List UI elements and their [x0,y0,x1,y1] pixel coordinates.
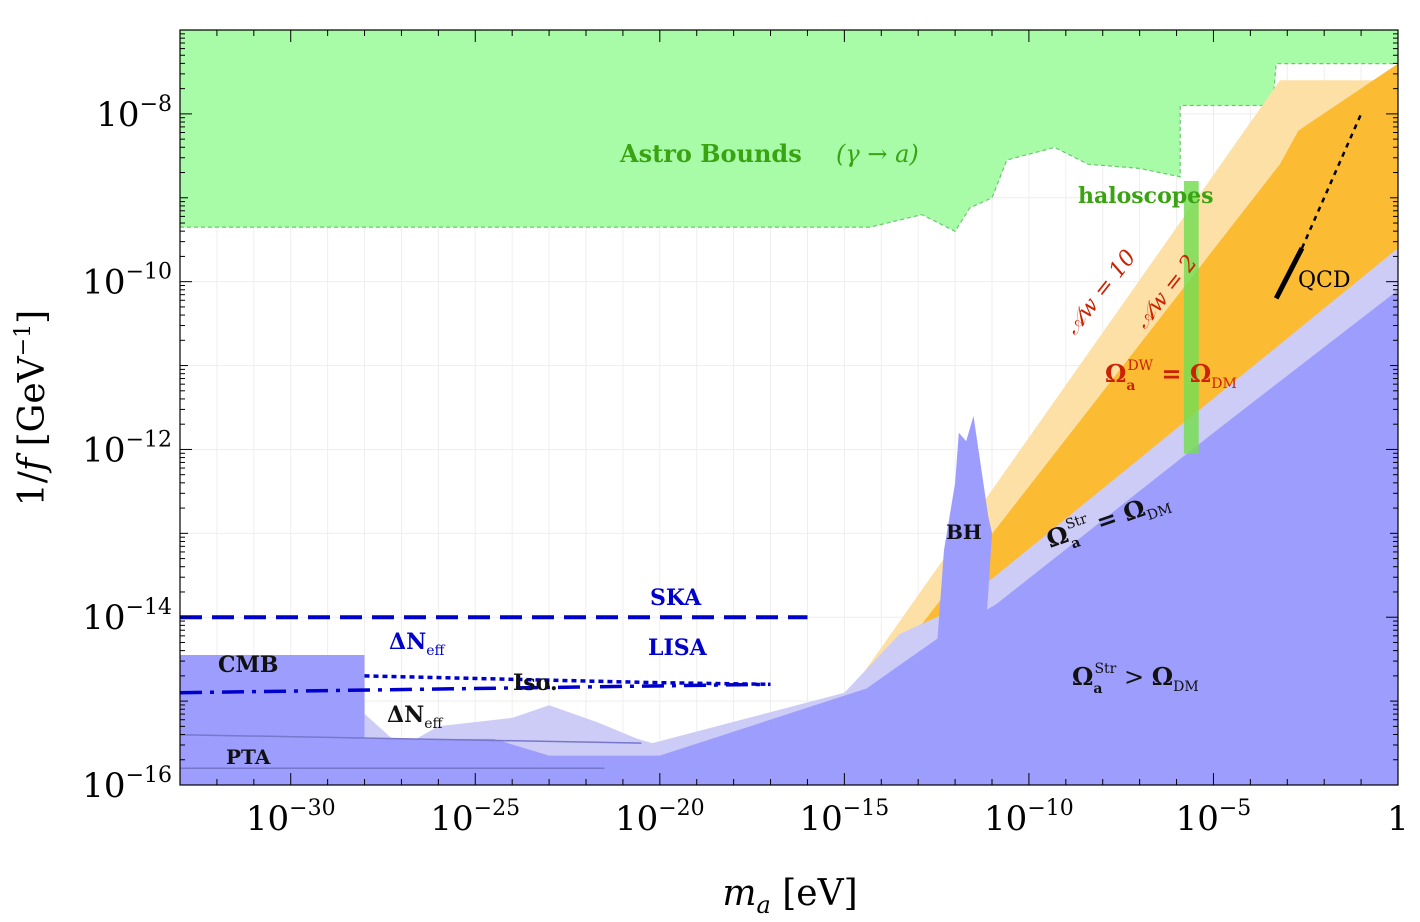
lisa-label: LISA [648,635,708,661]
bh-label: BH [946,520,982,544]
omega-dw-label: ΩaDW = ΩDM [1105,358,1237,394]
y-axis-title: 1/f [GeV−1] [11,310,53,506]
region-haloscopes-band [1183,181,1199,454]
x-tick-label: 1 [1387,799,1409,839]
astro-bounds-label: Astro Bounds [619,139,802,168]
frame [179,29,1399,786]
tick-labels: 10−30 10−25 10−20 10−15 10−10 10−5 1 10−8 10−10 1… [82,92,1409,839]
astro-process-label: (γ → a) [836,140,919,168]
dneff-bottom-label: ΔNeff [387,702,443,732]
line-delta-n-eff [364,674,771,687]
y-tick-label: 10−10 [82,260,172,303]
line-delta-n-eff-2- [180,733,642,744]
region-astro-bounds [180,30,1398,232]
x-tick-label: 10−20 [615,796,705,839]
line-qcd [1273,246,1305,300]
dneff-top-label: ΔNeff [389,629,445,659]
y-tick-label: 10−16 [82,763,172,806]
haloscopes-label: haloscopes [1078,183,1214,209]
plot-frame [179,29,1399,786]
y-tick-label: 10−8 [96,92,172,135]
x-tick-label: 10−5 [1176,796,1252,839]
lines [180,113,1363,769]
x-tick-label: 10−25 [430,796,520,839]
ska-label: SKA [650,585,702,611]
ticks [179,30,1399,786]
omega-str-gt-label: ΩaStr > ΩDM [1072,661,1199,697]
region-omega-str-omega-dm [180,290,1398,785]
x-tick-label: 10−10 [984,796,1074,839]
iso-label: Iso. [513,670,558,696]
y-tick-label: 10−14 [82,595,172,638]
region-omega-dw-omega-dm [910,63,1398,639]
y-tick-label: 10−12 [82,427,172,470]
qcd-label: QCD [1298,268,1351,293]
x-tick-label: 10−30 [246,796,336,839]
line-qcd-extension [1300,113,1363,249]
pta-label: PTA [226,745,271,769]
x-tick-label: 10−15 [800,796,890,839]
plot-area [180,30,1398,785]
line-lisa [180,682,771,695]
regions [180,30,1398,785]
region-edge-astro [180,30,1398,233]
region-cmb [180,655,365,744]
x-axis-title: ma [eV] [722,873,857,919]
cmb-label: CMB [218,652,278,678]
region-bh [936,415,992,651]
